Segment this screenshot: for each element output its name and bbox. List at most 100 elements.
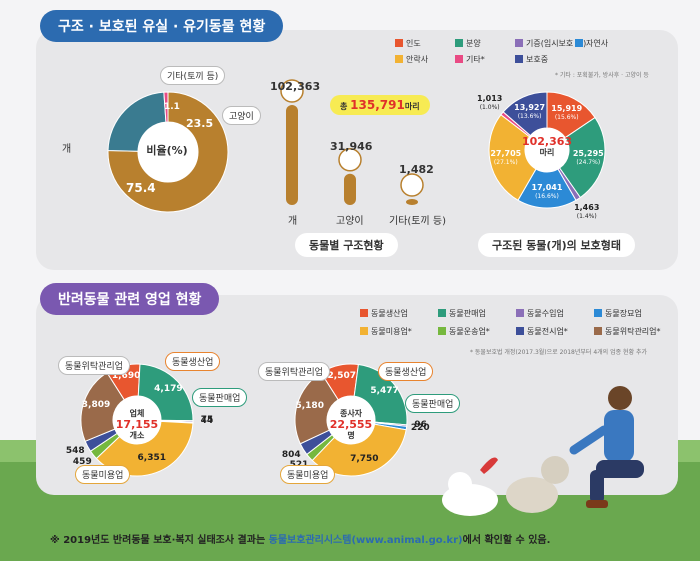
rescue-bar-0 <box>286 105 298 205</box>
grey-dog-body <box>506 477 558 513</box>
business-value-1: 4,179 <box>154 383 183 394</box>
business-chip-1: 동물판매업 <box>192 388 248 407</box>
protection-value-1: 25,295 (24.7%) <box>572 148 604 166</box>
rescue-bar-1 <box>344 173 356 205</box>
protection-slice-1 <box>558 116 606 199</box>
legend1-item-3: 자연사 <box>575 38 608 49</box>
legend1-swatch-5 <box>455 55 463 63</box>
worker-value-6: 804 <box>281 449 301 460</box>
legend1-swatch-4 <box>395 55 403 63</box>
worker-chip-1: 동물판매업 <box>405 394 461 413</box>
business-center-hole <box>113 396 161 444</box>
bar-dog-value: 102,363 <box>270 80 321 93</box>
person-shin <box>590 470 604 504</box>
worker-value-2: 96 <box>414 420 427 431</box>
section-title-business: 반려동물 관련 영업 현황 <box>40 283 220 315</box>
legend2-swatch-2 <box>516 309 524 317</box>
worker-value-0: 2,507 <box>327 371 356 381</box>
legend2-item-2: 동물수입업 <box>516 308 564 319</box>
legend2-swatch-6 <box>516 327 524 335</box>
bar-other-value: 1,482 <box>399 163 434 176</box>
ratio-cat-label: 고양이 <box>222 106 261 125</box>
rescue-bar-icon-1 <box>338 148 362 172</box>
legend2-item-6: 동물전시업* <box>516 326 568 337</box>
red-toy <box>480 457 498 474</box>
business-value-6: 548 <box>65 445 85 456</box>
bar-cat-value: 31,946 <box>330 140 373 153</box>
protection-value-4: 27,705 (27.1%) <box>490 149 522 167</box>
total-rescued-value: 135,791 <box>350 98 405 112</box>
legend2-swatch-4 <box>360 327 368 335</box>
ratio-cat-value: 23.5 <box>186 117 214 130</box>
legend1-item-5: 기타* <box>455 54 485 65</box>
legend2-item-3: 동물장묘업 <box>594 308 642 319</box>
ratio-dog-value: 75.4 <box>126 181 156 195</box>
ratio-center-hole <box>138 122 198 182</box>
business-chip-0: 동물생산업 <box>165 352 221 371</box>
legend2-item-4: 동물미용업* <box>360 326 412 337</box>
legend-protection-types: 인도 분양 기증(임시보호 등) 자연사 안락사 기타* 보호중 <box>395 38 675 68</box>
white-dog-head <box>448 472 472 496</box>
business-value-2: 75 <box>200 414 214 425</box>
legend2-swatch-5 <box>438 327 446 335</box>
business-chip-4: 동물미용업 <box>75 465 131 484</box>
legend1-swatch-1 <box>455 39 463 47</box>
legend2-swatch-7 <box>594 327 602 335</box>
legend2-item-1: 동물판매업 <box>438 308 486 319</box>
person-legs <box>596 460 644 478</box>
legend1-note: * 기타 : 포획불가, 방사후 · 고양이 등 <box>555 72 649 79</box>
worker-center-hole <box>327 396 375 444</box>
business-value-4: 6,351 <box>137 453 166 464</box>
business-value-5: 459 <box>72 456 92 467</box>
protection-value-3: 17,041 (16.6%) <box>531 182 563 200</box>
person-shoe <box>586 500 608 508</box>
person-arm <box>569 425 609 455</box>
business-chip-7: 동물위탁관리업 <box>58 356 130 375</box>
legend1-item-6: 보호중 <box>515 54 548 65</box>
legend2-item-0: 동물생산업 <box>360 308 408 319</box>
protection-value-5: 1,013 (1.0%) <box>477 94 503 112</box>
worker-value-5: 521 <box>283 460 315 470</box>
worker-value-7: 5,180 <box>295 400 324 411</box>
protection-value-2: 1,463 (1.4%) <box>574 203 600 221</box>
bar-dog-label: 개 <box>288 216 298 227</box>
protection-center-hole <box>525 128 569 172</box>
worker-chip-0: 동물생산업 <box>378 362 434 381</box>
ratio-dog-label: 개 <box>62 144 72 155</box>
worker-value-4: 7,750 <box>350 453 379 464</box>
bar-other-label: 기타(토끼 등) <box>389 216 446 227</box>
worker-chip-7: 동물위탁관리업 <box>258 362 330 381</box>
rescue-bar-icon-0 <box>280 79 304 103</box>
total-rescued-pill: 총 135,791마리 <box>330 95 430 115</box>
rescue-bar-icon-2 <box>400 173 424 197</box>
person-head <box>608 386 632 410</box>
business-center: 업체 17,155 개소 <box>115 409 159 440</box>
legend1-swatch-0 <box>395 39 403 47</box>
business-value-0: 1,690 <box>111 371 141 382</box>
worker-value-1: 5,477 <box>370 386 399 397</box>
worker-value-3: 220 <box>410 423 430 434</box>
section-title-rescue: 구조 · 보호된 유실 · 유기동물 현황 <box>40 10 284 42</box>
legend-business-types: 동물생산업 동물판매업 동물수입업 동물장묘업 동물미용업* 동물운송업* 동물전시업* 동물… <box>360 308 670 338</box>
business-value-3: 44 <box>200 416 214 427</box>
legend2-note: * 동물보호법 개정(2017.3월)으로 2018년부터 4개의 업종 현황 … <box>470 349 648 356</box>
person-shirt <box>604 410 634 462</box>
footer-link[interactable]: 동물보호관리시스템(www.animal.go.kr) <box>268 535 463 546</box>
legend2-swatch-3 <box>594 309 602 317</box>
ratio-other-label: 기타(토끼 등) <box>160 66 226 85</box>
legend1-swatch-6 <box>515 55 523 63</box>
legend1-item-0: 인도 <box>395 38 421 49</box>
legend1-item-2: 기증(임시보호 등) <box>515 38 586 49</box>
legend2-swatch-1 <box>438 309 446 317</box>
footer-note: ※ 2019년도 반려동물 보호·복지 실태조사 결과는 동물보호관리시스템(w… <box>50 535 551 546</box>
business-value-7: 3,809 <box>81 399 111 410</box>
legend2-swatch-0 <box>360 309 368 317</box>
worker-chip-4: 동물미용업 <box>280 465 336 484</box>
legend1-item-1: 분양 <box>455 38 481 49</box>
ratio-other-value: 1.1 <box>164 102 180 112</box>
rescue-bar-2 <box>406 199 418 205</box>
rescue-bar-caption: 동물별 구조현황 <box>295 233 398 257</box>
